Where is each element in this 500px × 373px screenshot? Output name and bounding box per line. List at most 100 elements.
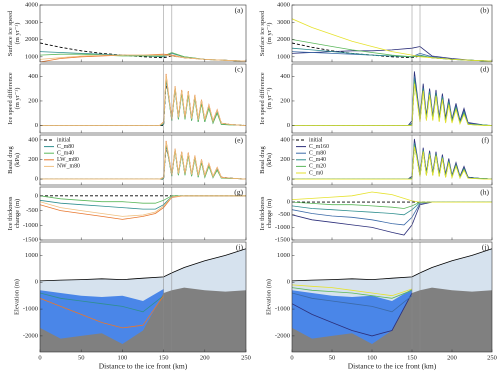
- legend-label: C_m160: [309, 144, 329, 150]
- series-line: [40, 42, 246, 62]
- plot: [40, 64, 246, 133]
- series-line: [40, 195, 246, 217]
- series-line: [292, 46, 492, 62]
- series-line: [40, 195, 246, 210]
- y-axis-label: Ice thickness: [7, 196, 14, 230]
- y-tick-label: 4000: [25, 1, 38, 8]
- panel-label: (f): [482, 136, 490, 145]
- y-tick-label: 3000: [25, 19, 38, 26]
- x-tick-label: 50: [78, 354, 85, 361]
- area: [40, 287, 246, 352]
- y-axis-label: (kPa): [14, 153, 21, 167]
- y-tick-label: -1500: [275, 236, 290, 243]
- plot: [292, 242, 492, 352]
- x-axis-label: Distance to the ice front (km): [99, 362, 188, 371]
- y-axis-label: Ice thickness: [259, 196, 266, 230]
- series-line: [40, 295, 164, 329]
- y-tick-label: 0: [287, 176, 290, 183]
- legend-label: C_m80: [309, 151, 326, 157]
- y-tick-label: -1000: [23, 306, 38, 313]
- y-tick-label: 0: [35, 192, 38, 199]
- x-tick-label: 250: [487, 354, 497, 361]
- plot: [292, 135, 492, 185]
- panel-label: (c): [235, 65, 244, 74]
- panel-label: (a): [235, 6, 244, 15]
- axes-frame: [291, 134, 493, 186]
- legend-label: initial: [57, 137, 71, 143]
- x-tick-label: 0: [38, 354, 41, 361]
- series-line: [40, 248, 246, 282]
- panel-label: (e): [235, 136, 244, 145]
- series-line: [292, 287, 413, 299]
- y-tick-label: -500: [278, 211, 290, 218]
- y-tick-label: 0: [35, 279, 38, 286]
- y-axis-label: Surface ice speed: [259, 10, 266, 56]
- legend-label: C_m0: [309, 170, 323, 176]
- y-axis-label: (kPa): [266, 153, 273, 167]
- y-axis-label: (m yr⁻¹): [14, 23, 21, 45]
- plot: [292, 64, 492, 133]
- axes-frame: [39, 63, 247, 134]
- legend-label: NW_m80: [57, 164, 80, 170]
- panel-label: (b): [480, 6, 489, 15]
- y-axis-label: Ice speed difference: [7, 72, 14, 124]
- axes-frame: [291, 186, 493, 241]
- axes-frame: [39, 241, 247, 353]
- y-axis-label: Elevation (m): [13, 279, 20, 315]
- axes-frame: [39, 4, 247, 63]
- x-tick-label: 200: [447, 354, 457, 361]
- x-tick-label: 250: [241, 354, 251, 361]
- y-tick-label: -2000: [23, 332, 38, 339]
- legend-label: C_m40: [57, 151, 74, 157]
- y-axis-label: (m yr⁻¹): [14, 88, 21, 110]
- area: [40, 289, 164, 352]
- plot: [40, 135, 246, 185]
- x-tick-label: 50: [329, 354, 336, 361]
- series-line: [292, 42, 492, 62]
- x-tick-label: 200: [200, 354, 210, 361]
- series-line: [292, 83, 492, 126]
- axes-frame: [291, 241, 493, 353]
- y-axis-label: change (m): [266, 199, 273, 228]
- y-tick-label: 2000: [277, 36, 290, 43]
- series-line: [40, 54, 246, 62]
- y-axis-label: change (m): [14, 199, 21, 228]
- x-tick-label: 150: [159, 354, 169, 361]
- y-axis-label: (m yr⁻¹): [266, 23, 273, 45]
- axes-frame: [291, 4, 493, 63]
- y-tick-label: -2000: [275, 332, 290, 339]
- y-tick-label: 400: [280, 73, 290, 80]
- y-tick-label: 0: [35, 122, 38, 129]
- y-tick-label: 0: [35, 176, 38, 183]
- area: [292, 289, 412, 352]
- y-tick-label: -1500: [23, 236, 38, 243]
- series-line: [292, 248, 492, 282]
- plot: [40, 242, 246, 352]
- y-axis-label: Elevation (m): [265, 279, 272, 315]
- y-tick-label: 0: [287, 122, 290, 129]
- y-axis-label: Ice speed difference: [259, 72, 266, 124]
- legend-label: C_m80: [57, 144, 74, 150]
- y-tick-label: 200: [28, 97, 38, 104]
- x-tick-label: 100: [367, 354, 377, 361]
- y-tick-label: 2000: [25, 36, 38, 43]
- plot: [292, 187, 492, 240]
- y-tick-label: 0: [287, 199, 290, 206]
- series-line: [292, 292, 413, 313]
- y-tick-label: -500: [26, 207, 38, 214]
- legend-label: C_m40: [309, 157, 326, 163]
- y-tick-label: 4000: [277, 1, 290, 8]
- panel-label: (g): [234, 188, 243, 197]
- y-tick-label: 400: [280, 136, 290, 143]
- x-tick-label: 0: [290, 354, 293, 361]
- y-tick-label: 400: [28, 73, 38, 80]
- plot: [40, 187, 246, 240]
- axes-frame: [39, 186, 247, 241]
- panel-label: (i): [236, 243, 244, 252]
- y-tick-label: 1000: [25, 53, 38, 60]
- y-axis-label: Basal drag: [259, 145, 266, 173]
- x-axis-label: Distance to the ice front (km): [348, 362, 437, 371]
- y-tick-label: -1000: [275, 224, 290, 231]
- series-line: [292, 284, 413, 297]
